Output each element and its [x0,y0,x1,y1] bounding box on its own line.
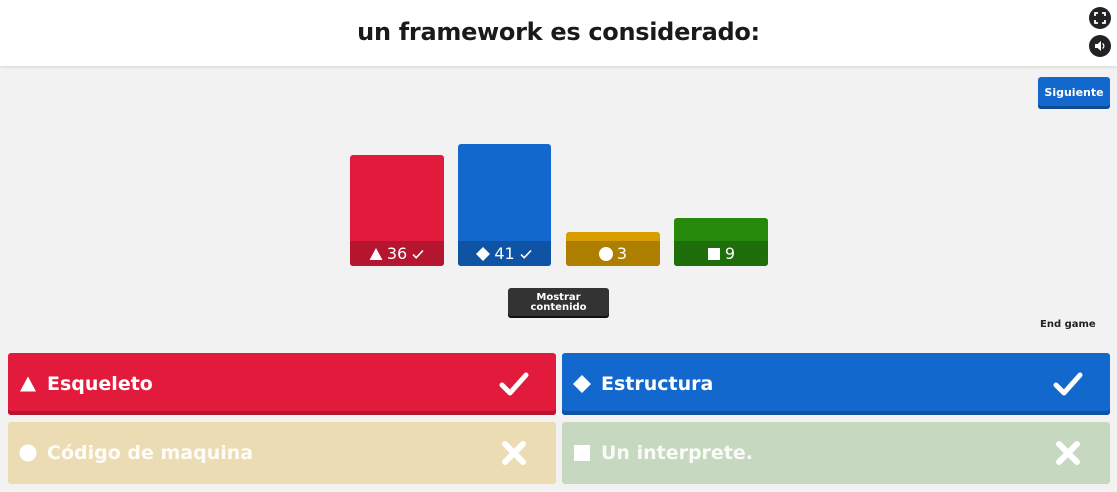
circle-icon [598,246,613,261]
sound-icon [1095,41,1105,51]
next-button[interactable]: Siguiente [1038,77,1110,109]
answer-text: Un interprete. [601,442,753,464]
question-header: un framework es considerado: [0,0,1117,66]
result-count: 36 [386,244,408,263]
triangle-icon [18,374,38,394]
circle-icon [18,443,38,463]
diamond-icon [476,246,491,261]
end-game-link[interactable]: End game [1040,319,1096,330]
fullscreen-button[interactable] [1089,7,1111,29]
result-count: 41 [494,244,515,263]
diamond-icon [572,374,592,394]
answer-square: Un interprete. [562,422,1110,484]
result-bar-label: 41 [458,241,551,266]
result-count: 3 [616,244,628,263]
check-icon [412,249,424,259]
square-icon [572,443,592,463]
triangle-icon [369,247,383,260]
square-icon [707,247,720,260]
result-bar-label: 3 [566,241,660,266]
answer-text: Código de maquina [47,442,254,464]
cross-icon [498,437,530,469]
result-bar-triangle: 36 [350,155,444,266]
answer-diamond: Estructura [562,353,1110,415]
result-bar-label: 36 [350,241,444,266]
result-count: 9 [724,244,736,263]
answer-circle: Código de maquina [8,422,556,484]
result-bar-circle: 3 [566,232,660,266]
result-bar-diamond: 41 [458,144,551,266]
check-icon [520,249,532,259]
result-bar-square: 9 [674,218,768,266]
sound-button[interactable] [1089,35,1111,57]
question-title: un framework es considerado: [357,18,760,46]
answer-text: Estructura [601,373,714,395]
fullscreen-icon [1094,12,1106,24]
show-content-button[interactable]: Mostrar contenido [508,288,609,318]
answer-text: Esqueleto [47,373,153,395]
check-icon [1052,368,1084,400]
answer-triangle: Esqueleto [8,353,556,415]
check-icon [498,368,530,400]
result-bar-label: 9 [674,241,768,266]
cross-icon [1052,437,1084,469]
